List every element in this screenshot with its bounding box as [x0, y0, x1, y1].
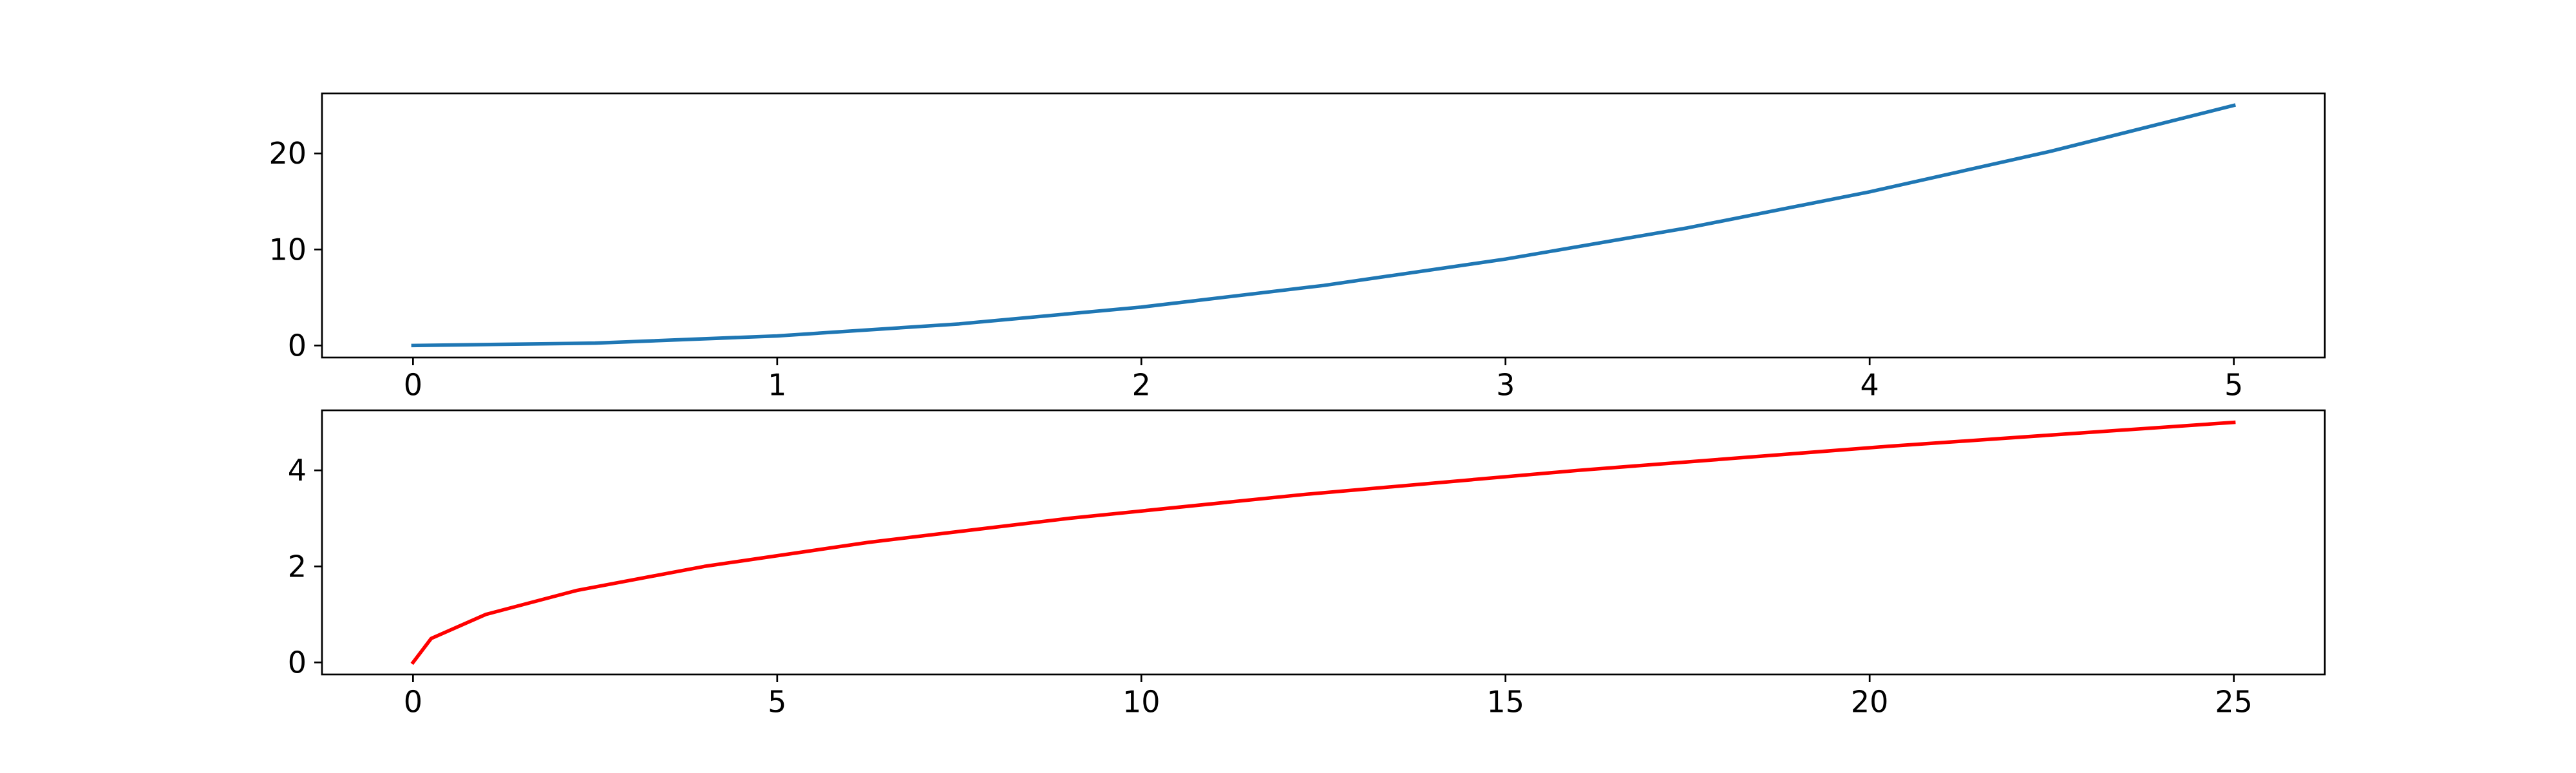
y-tick-label: 0 [288, 645, 307, 680]
y-tick-label: 0 [288, 328, 307, 363]
series-line-0-0 [411, 103, 2236, 348]
y-tick-label: 4 [288, 453, 307, 488]
bottom-subplot: 0 5 10 15 20 25 0 2 4 [288, 409, 2326, 719]
x-tick-label: 2 [1132, 367, 1151, 402]
x-tick-label: 0 [404, 684, 422, 719]
x-tick-label: 25 [2215, 684, 2253, 719]
x-tick-label: 20 [1851, 684, 1889, 719]
series-line-1-0 [410, 420, 2236, 665]
top-subplot: 0 1 2 3 4 5 0 10 20 [269, 92, 2326, 402]
x-tick-label: 5 [768, 684, 786, 719]
x-tick-label: 15 [1486, 684, 1524, 719]
y-tick-label: 10 [269, 232, 307, 267]
x-tick-label: 3 [1496, 367, 1515, 402]
x-tick-label: 5 [2224, 367, 2243, 402]
x-tick-label: 1 [768, 367, 786, 402]
x-tick-label: 4 [1861, 367, 1879, 402]
axes-frame-0 [321, 92, 2326, 359]
x-tick-label: 0 [404, 367, 422, 402]
axes-frame-1 [321, 409, 2326, 676]
y-tick-label: 20 [269, 136, 307, 171]
y-tick-label: 2 [288, 549, 307, 584]
x-tick-label: 10 [1122, 684, 1160, 719]
